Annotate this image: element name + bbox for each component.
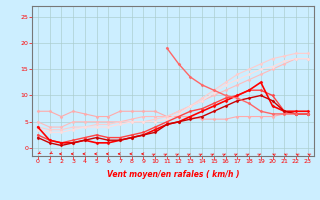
X-axis label: Vent moyen/en rafales ( km/h ): Vent moyen/en rafales ( km/h ) [107, 170, 239, 179]
